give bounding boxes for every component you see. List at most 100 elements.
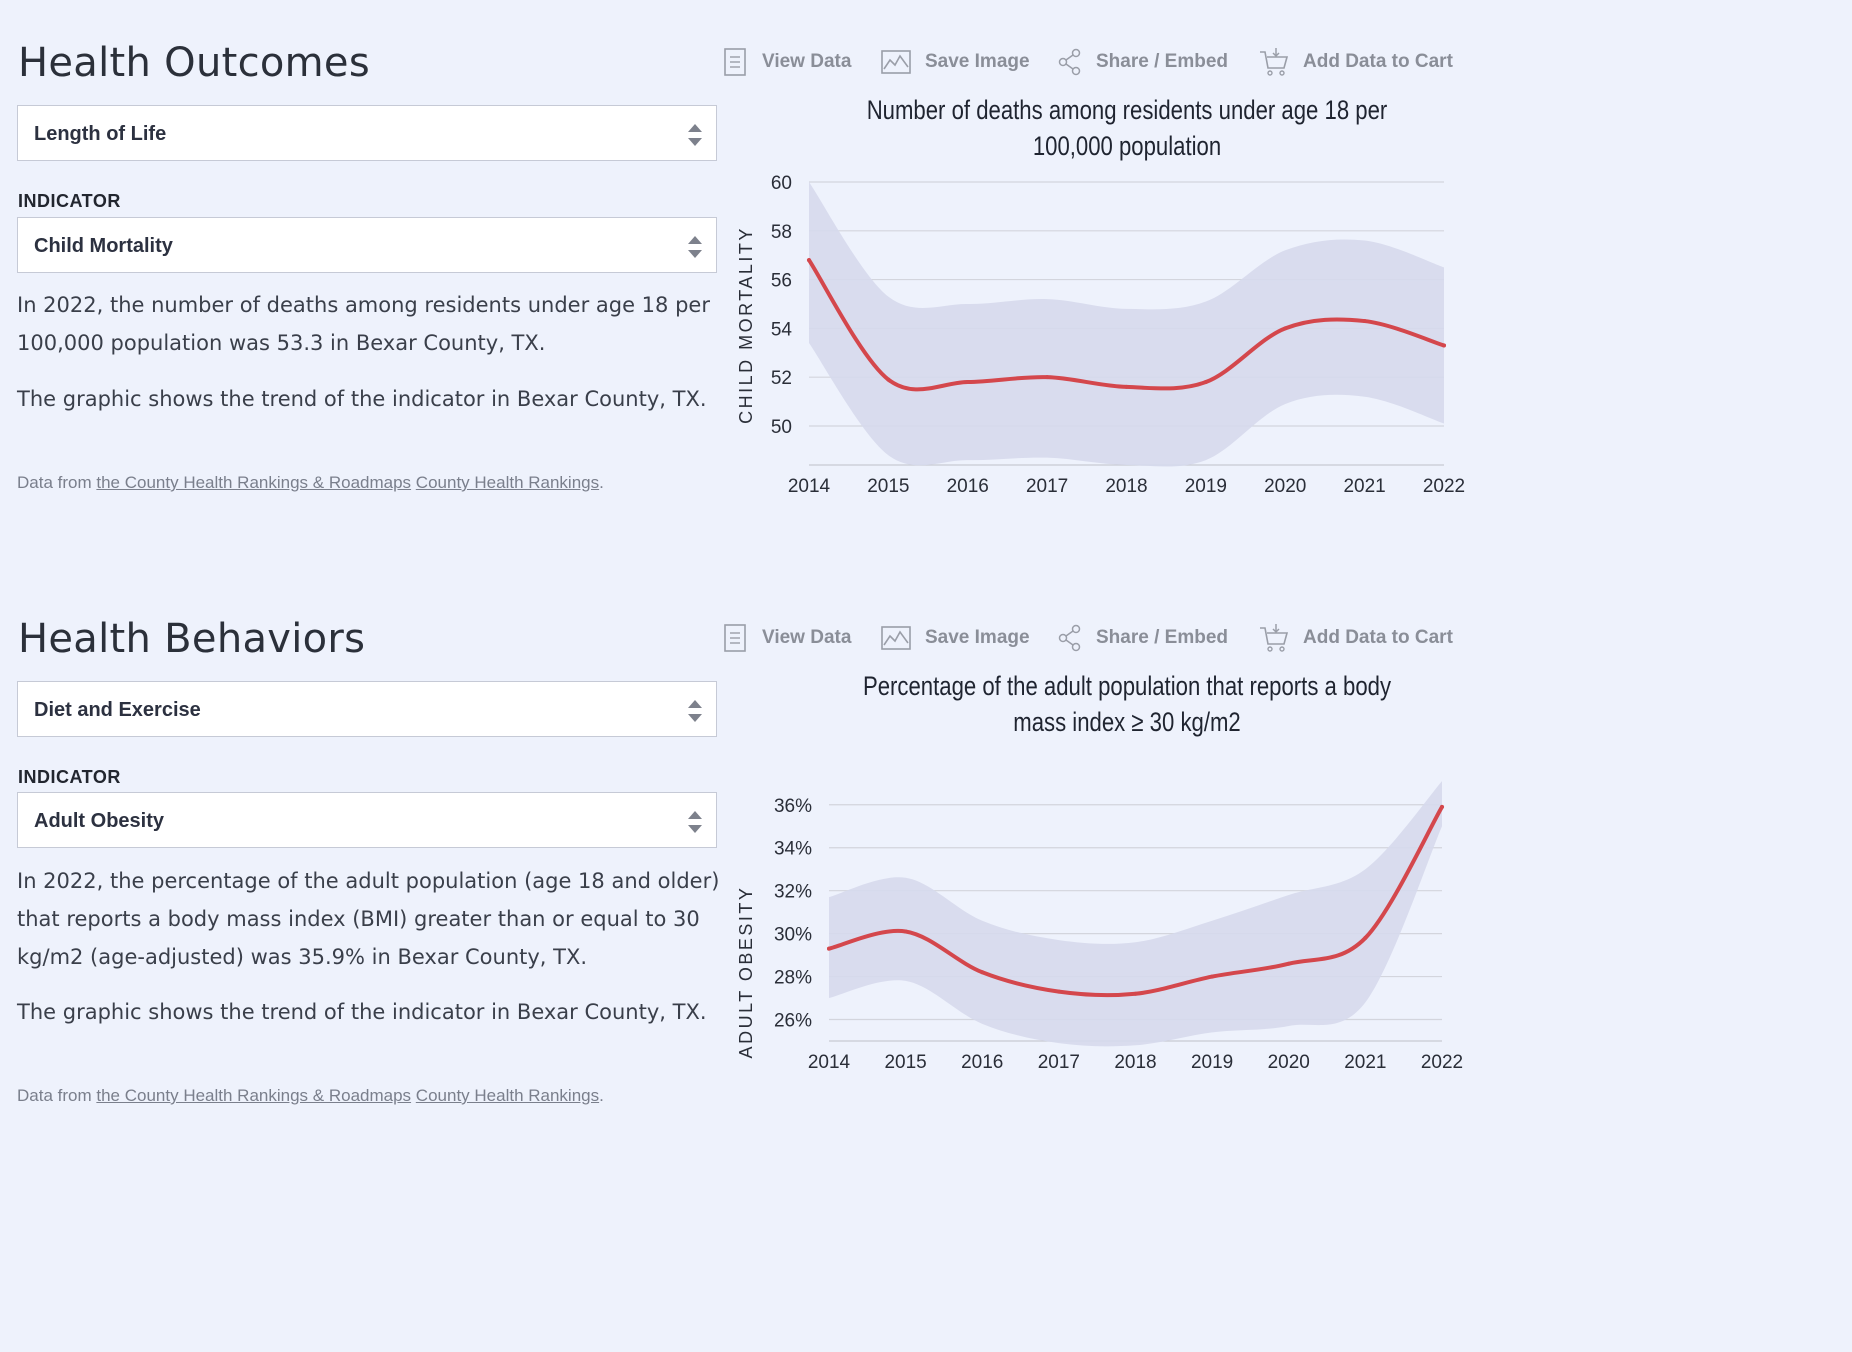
source-prefix: Data from	[17, 473, 92, 492]
sort-arrows-icon	[688, 811, 702, 833]
y-axis-label: ADULT OBESITY	[736, 886, 756, 1059]
data-point	[1363, 935, 1368, 940]
y-tick-label: 32%	[774, 882, 812, 903]
data-point	[1056, 989, 1061, 994]
y-tick-label: 52	[771, 368, 792, 389]
adult-obesity-chart: 26% 28% 30% 32% 34% 36% 2014 2015 2016 2017 2018 20…	[736, 781, 1463, 1073]
indicator-select[interactable]: Adult Obesity	[17, 792, 717, 848]
indicator-label: INDICATOR	[18, 767, 121, 787]
x-tick-label: 2015	[867, 476, 909, 497]
chart-title: Number of deaths among residents under a…	[866, 95, 1388, 161]
x-tick-label: 2016	[961, 1052, 1003, 1073]
save-image-button[interactable]: Save Image	[881, 44, 1030, 80]
x-tick-label: 2017	[1026, 476, 1068, 497]
indicator-description: In 2022, the percentage of the adult pop…	[17, 869, 720, 969]
trend-description: The graphic shows the trend of the indic…	[17, 387, 707, 411]
indicator-description: In 2022, the number of deaths among resi…	[17, 293, 710, 355]
save-image-label: Save Image	[925, 627, 1030, 648]
x-tick-label: 2017	[1038, 1052, 1080, 1073]
add-to-cart-label: Add Data to Cart	[1303, 627, 1453, 648]
source-link-rankings[interactable]: County Health Rankings	[415, 473, 600, 492]
y-axis-label: CHILD MORTALITY	[736, 226, 756, 424]
view-data-button[interactable]: View Data	[722, 44, 851, 80]
data-point	[1133, 991, 1138, 996]
data-point	[1440, 804, 1444, 809]
x-tick-label: 2022	[1423, 476, 1465, 497]
confidence-band	[809, 182, 1444, 467]
sort-arrows-icon	[688, 124, 702, 146]
category-select[interactable]: Diet and Exercise	[17, 681, 717, 737]
share-icon	[1058, 48, 1081, 76]
data-point	[886, 377, 891, 382]
add-to-cart-button[interactable]: Add Data to Cart	[1259, 44, 1453, 80]
x-tick-label: 2019	[1191, 1052, 1233, 1073]
section-title: Health Behaviors	[18, 616, 366, 662]
x-tick-label: 2020	[1268, 1052, 1310, 1073]
data-point	[980, 970, 985, 975]
x-tick-label: 2018	[1105, 476, 1147, 497]
data-point	[1210, 974, 1215, 979]
image-icon	[881, 626, 911, 650]
y-tick-label: 50	[771, 417, 792, 438]
x-tick-label: 2019	[1185, 476, 1227, 497]
add-to-cart-button[interactable]: Add Data to Cart	[1259, 620, 1453, 656]
save-image-label: Save Image	[925, 51, 1030, 72]
data-point	[1283, 326, 1288, 331]
source-link-rankings[interactable]: County Health Rankings	[415, 1086, 600, 1105]
category-select-value: Length of Life	[34, 123, 167, 145]
y-tick-label: 30%	[774, 925, 812, 946]
y-tick-label: 34%	[774, 839, 812, 860]
indicator-select-value: Child Mortality	[34, 235, 173, 257]
x-tick-label: 2018	[1114, 1052, 1156, 1073]
source-link-roadmaps[interactable]: the County Health Rankings & Roadmaps	[96, 473, 412, 492]
share-embed-label: Share / Embed	[1096, 627, 1228, 648]
confidence-band	[829, 781, 1442, 1047]
cart-icon	[1260, 48, 1289, 76]
source-prefix: Data from	[17, 1086, 92, 1105]
data-point	[903, 929, 908, 934]
data-point	[1203, 380, 1208, 385]
data-point	[1045, 375, 1050, 380]
data-source: Data from the County Health Rankings & R…	[17, 1086, 604, 1106]
view-data-label: View Data	[762, 627, 852, 648]
x-tick-label: 2015	[884, 1052, 926, 1073]
source-suffix: .	[599, 473, 604, 492]
indicator-select[interactable]: Child Mortality	[17, 217, 717, 273]
document-icon	[724, 48, 746, 76]
cart-icon	[1260, 624, 1289, 652]
save-image-button[interactable]: Save Image	[881, 620, 1030, 656]
view-data-button[interactable]: View Data	[722, 620, 851, 656]
sort-arrows-icon	[688, 236, 702, 258]
sort-arrows-icon	[688, 700, 702, 722]
data-point	[827, 946, 831, 951]
x-tick-label: 2021	[1343, 476, 1385, 497]
data-point	[965, 380, 970, 385]
x-tick-label: 2022	[1421, 1052, 1463, 1073]
y-tick-label: 58	[771, 222, 792, 243]
data-point	[807, 258, 811, 263]
chart-title: Percentage of the adult population that …	[862, 671, 1392, 737]
share-embed-label: Share / Embed	[1096, 51, 1228, 72]
data-point	[1442, 343, 1446, 348]
source-suffix: .	[599, 1086, 604, 1105]
indicator-select-value: Adult Obesity	[34, 810, 165, 832]
child-mortality-chart: 50 52 54 56 58 60 2014 2015 2016 2017 2018 2019 2020…	[736, 173, 1465, 497]
y-tick-label: 36%	[774, 796, 812, 817]
y-tick-label: 56	[771, 271, 792, 292]
x-tick-label: 2020	[1264, 476, 1306, 497]
share-icon	[1058, 624, 1081, 652]
category-select[interactable]: Length of Life	[17, 105, 717, 161]
data-point	[1124, 384, 1129, 389]
data-point	[1286, 961, 1291, 966]
source-link-roadmaps[interactable]: the County Health Rankings & Roadmaps	[96, 1086, 412, 1105]
y-tick-label: 28%	[774, 968, 812, 989]
indicator-label: INDICATOR	[18, 191, 121, 211]
data-point	[1362, 319, 1367, 324]
share-embed-button[interactable]: Share / Embed	[1058, 44, 1228, 80]
x-tick-label: 2014	[788, 476, 831, 497]
share-embed-button[interactable]: Share / Embed	[1058, 620, 1228, 656]
x-tick-label: 2016	[947, 476, 989, 497]
document-icon	[724, 624, 746, 652]
x-tick-label: 2014	[808, 1052, 851, 1073]
section-title: Health Outcomes	[18, 40, 370, 86]
